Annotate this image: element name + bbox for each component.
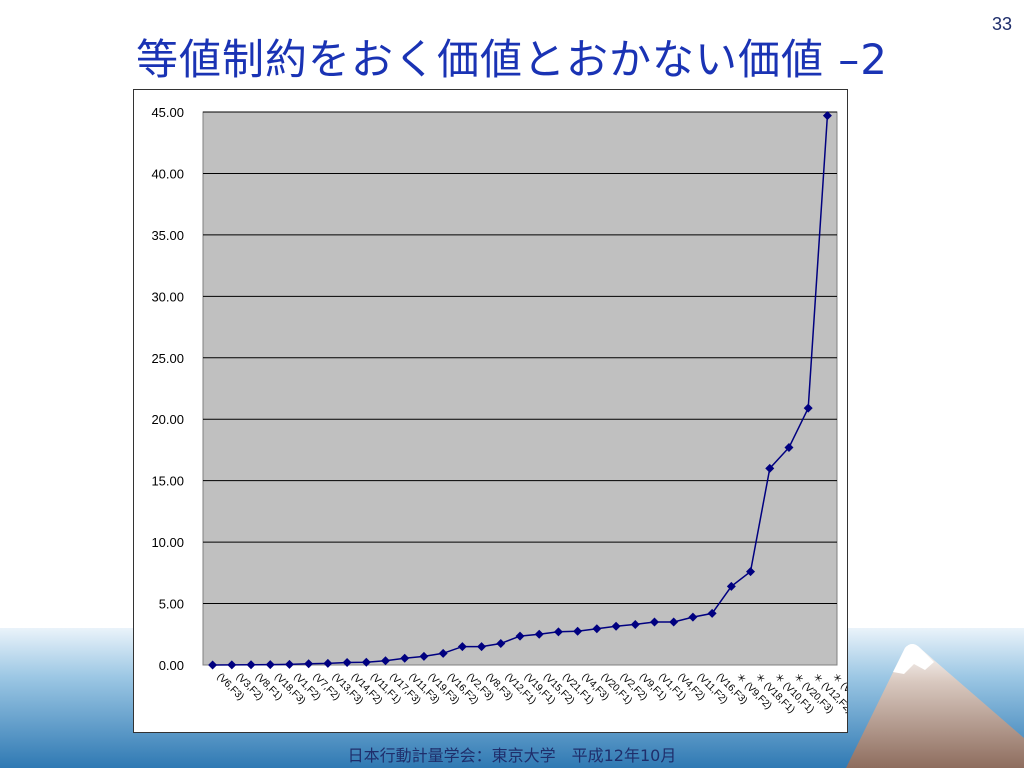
- y-tick-label: 0.00: [159, 658, 184, 673]
- data-point: [496, 638, 506, 648]
- data-point: [707, 608, 717, 618]
- data-point: [304, 659, 314, 669]
- plot-area: [202, 111, 838, 666]
- y-tick-label: 20.00: [151, 412, 184, 427]
- data-point: [342, 658, 352, 668]
- data-point: [669, 617, 679, 627]
- data-point: [611, 621, 621, 631]
- data-point: [246, 660, 256, 670]
- y-tick-label: 40.00: [151, 166, 184, 181]
- data-point: [534, 629, 544, 639]
- slide-title: 等値制約をおく価値とおかない価値 –2: [135, 35, 889, 84]
- chart-container: 0.00 5.00 10.00 15.00 20.00 25.00 30.00 35.00 40…: [133, 89, 848, 733]
- y-tick-label: 10.00: [151, 535, 184, 550]
- data-point: [765, 463, 775, 473]
- data-point: [688, 612, 698, 622]
- data-point: [361, 657, 371, 667]
- data-point: [746, 567, 756, 577]
- data-point: [592, 624, 602, 634]
- data-point: [726, 581, 736, 591]
- data-point: [323, 658, 333, 668]
- y-tick-label: 35.00: [151, 228, 184, 243]
- data-point: [265, 660, 275, 670]
- line-chart: 0.00 5.00 10.00 15.00 20.00 25.00 30.00 35.00 40…: [151, 105, 847, 716]
- y-tick-label: 30.00: [151, 289, 184, 304]
- data-point: [515, 631, 525, 641]
- data-point: [784, 442, 794, 452]
- data-point: [822, 111, 832, 121]
- y-tick-label: 5.00: [159, 597, 184, 612]
- y-tick-label: 15.00: [151, 474, 184, 489]
- data-point: [284, 659, 294, 669]
- data-point: [803, 403, 813, 413]
- data-point: [477, 642, 487, 652]
- data-point: [553, 627, 563, 637]
- data-point: [573, 626, 583, 636]
- y-tick-label: 45.00: [151, 105, 184, 120]
- slide-footer: 日本行動計量学会：東京大学 平成12年10月: [347, 746, 677, 765]
- y-tick-label: 25.00: [151, 351, 184, 366]
- slide-number: 33: [991, 14, 1012, 34]
- data-point: [438, 648, 448, 658]
- data-point: [457, 642, 467, 652]
- data-point: [227, 660, 237, 670]
- data-point: [630, 619, 640, 629]
- data-point: [381, 656, 391, 666]
- data-point: [419, 651, 429, 661]
- data-point: [400, 653, 410, 663]
- data-point: [649, 617, 659, 627]
- data-point: [208, 660, 218, 670]
